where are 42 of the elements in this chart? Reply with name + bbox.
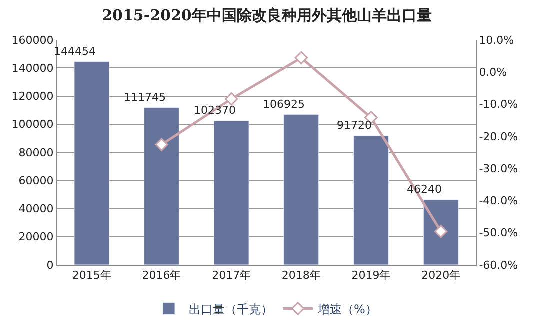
x-tick-label: 2015年 [72,269,112,282]
bar [423,200,459,265]
data-label: 46240 [407,183,442,196]
bar [144,108,180,265]
y-tick-label: 60000 [18,174,54,188]
y2-tick-label: -20.0% [479,130,518,144]
point [434,224,448,238]
x-tick-label: 2020年 [422,269,461,282]
y-tick-label: 120000 [12,90,54,104]
legend-label: 增速（%） [317,302,378,316]
y-tick-label: 40000 [18,202,54,216]
data-label: 144454 [54,45,96,58]
y2-tick-label: -40.0% [479,194,518,208]
x-tick-label: 2019年 [352,269,391,282]
y2-tick-label: 10.0% [479,34,514,47]
y-tick-label: 160000 [12,34,54,47]
y-tick-label: 140000 [12,62,54,75]
legend-label: 出口量（千克） [189,302,273,316]
bar [214,120,250,265]
x-tick-label: 2017年 [212,269,252,282]
bar [354,136,389,265]
y2-tick-label: -50.0% [479,226,518,240]
point [155,138,168,152]
bar [284,114,320,265]
y-tick-label: 20000 [18,230,54,244]
y-tick-label: 100000 [12,118,54,132]
y-tick-label: 0 [46,258,54,272]
x-tick-label: 2018年 [282,269,321,282]
point [224,92,238,106]
bar [74,62,110,265]
data-label: 111745 [124,91,166,104]
y-tick-label: 80000 [18,146,54,160]
chart-title: 2015-2020年中国除改良种用外其他山羊出口量 [102,6,432,25]
y2-tick-label: -10.0% [479,98,518,112]
y2-tick-label: -30.0% [479,162,518,176]
data-label: 106925 [263,98,305,111]
data-label: 102370 [194,104,236,117]
point [294,51,308,65]
x-tick-label: 2016年 [142,269,182,282]
y2-tick-label: 0.0% [479,66,508,79]
data-label: 91720 [337,119,372,132]
y2-tick-label: -60.0% [479,258,518,272]
